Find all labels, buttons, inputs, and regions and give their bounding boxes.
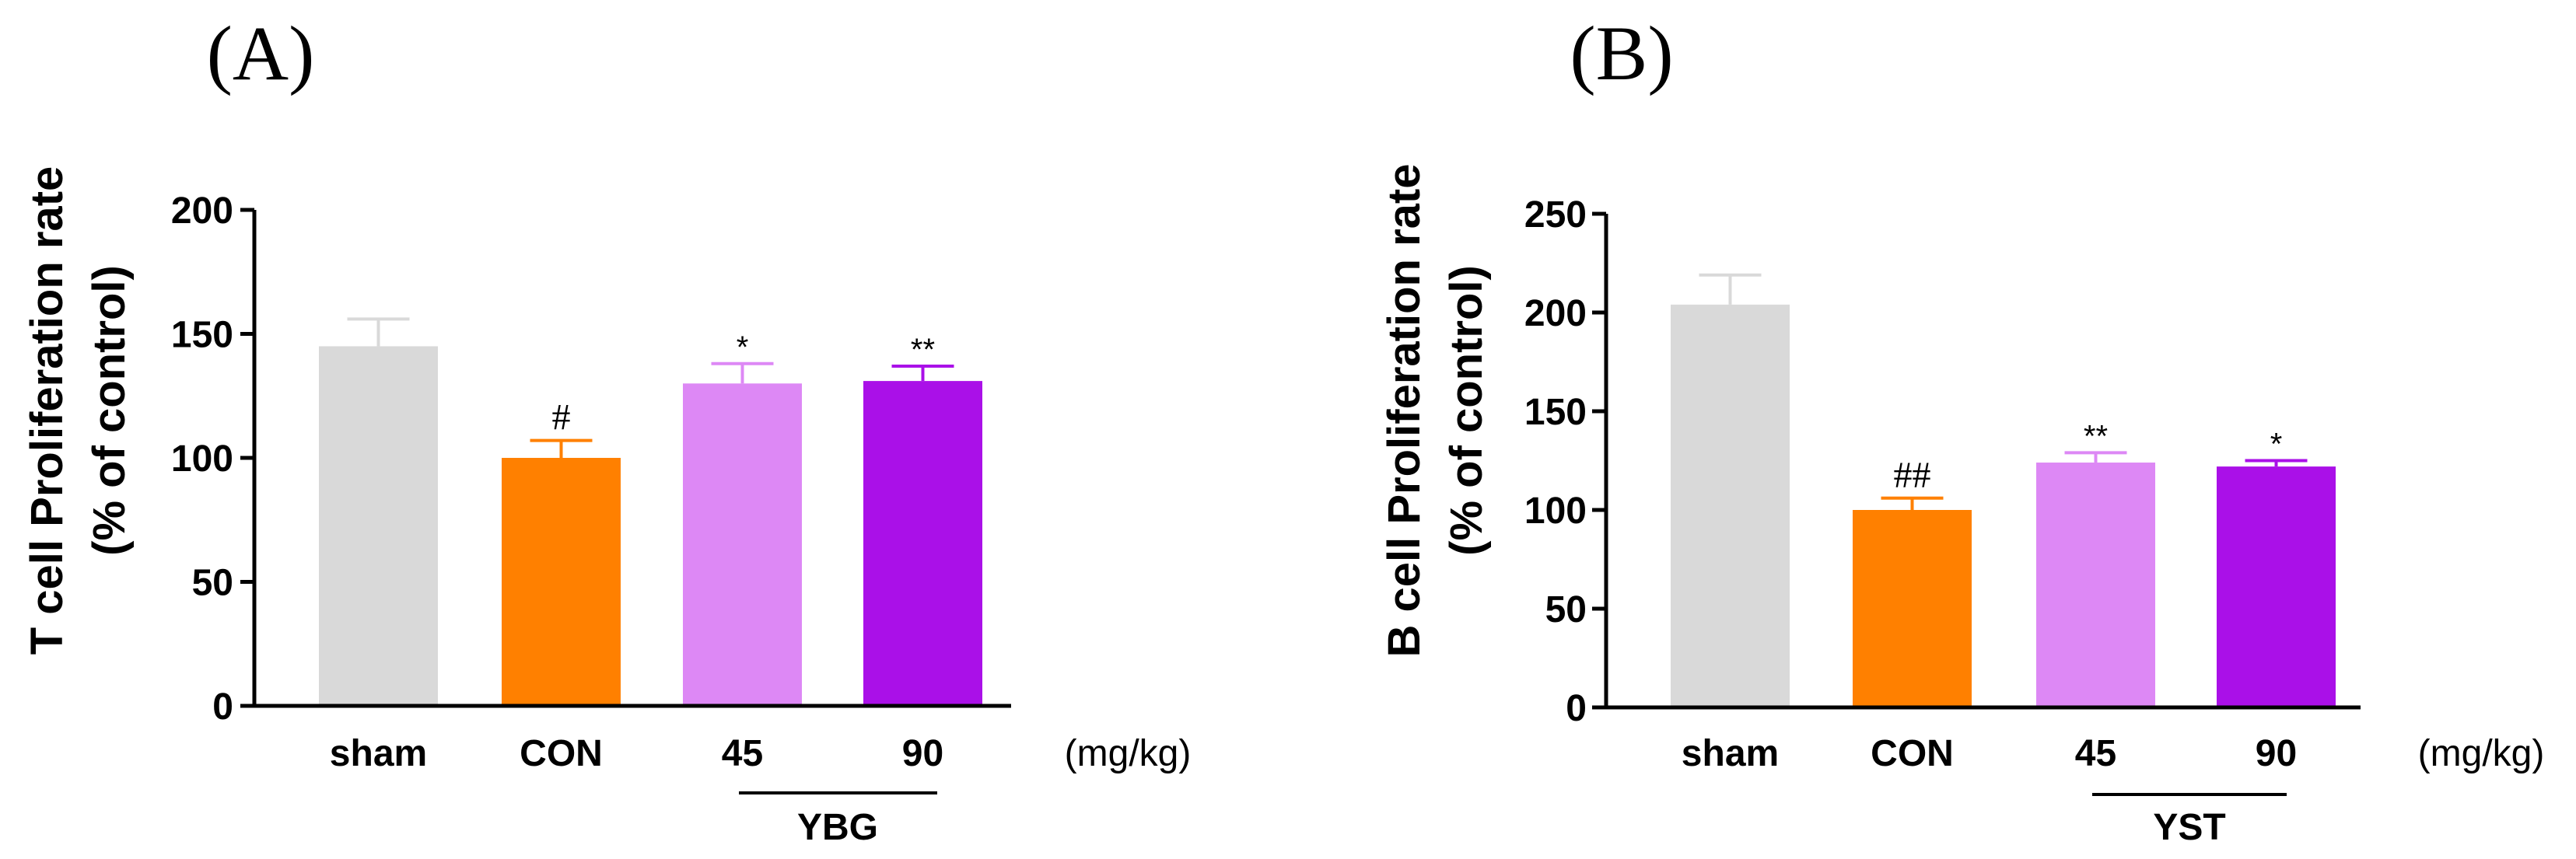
panel-a-ylabel-line1: T cell Proliferation rate <box>22 166 72 655</box>
y-tick-label: 150 <box>171 315 233 356</box>
y-tick-label: 50 <box>192 563 233 604</box>
y-tick-label: 100 <box>171 438 233 480</box>
y-tick-label: 150 <box>1524 392 1587 433</box>
bar-sham <box>1671 304 1790 708</box>
y-tick-label: 250 <box>1524 194 1587 236</box>
panel-a-label: (A) <box>207 10 315 96</box>
bar-CON <box>502 458 621 706</box>
category-label: 90 <box>2256 733 2297 774</box>
panel-b-label: (B) <box>1570 10 1673 96</box>
significance-mark: * <box>737 330 749 365</box>
category-label: CON <box>1871 733 1954 774</box>
category-label: sham <box>330 733 427 774</box>
category-label: CON <box>520 733 603 774</box>
category-label: 90 <box>902 733 943 774</box>
panel-a: (A) T cell Proliferation rate (% of cont… <box>22 10 1191 848</box>
panel-b-group-label: YST <box>2153 807 2225 848</box>
panel-b-ylabel-line1: B cell Proliferation rate <box>1379 164 1430 658</box>
panel-a-categories: sham CON 45 90 <box>330 733 943 774</box>
y-tick-label: 100 <box>1524 491 1587 532</box>
y-tick-label: 0 <box>212 686 233 728</box>
significance-mark: ** <box>2084 419 2108 453</box>
bar-90 <box>2217 466 2336 707</box>
panel-a-y-ticks: 0 50 100 150 200 <box>171 190 254 728</box>
bar-45 <box>683 383 802 706</box>
panel-b-categories: sham CON 45 90 <box>1682 733 2297 774</box>
category-label: 45 <box>2075 733 2116 774</box>
panel-b-bars: ##** * <box>1671 273 2336 708</box>
panel-a-y-axis <box>252 210 1011 708</box>
category-label: 45 <box>722 733 763 774</box>
y-tick-label: 200 <box>1524 293 1587 334</box>
y-tick-label: 50 <box>1545 589 1587 630</box>
bar-CON <box>1853 510 1972 707</box>
significance-mark: # <box>552 397 571 438</box>
panel-a-bars: #* ** <box>319 317 982 706</box>
category-label: sham <box>1682 733 1779 774</box>
panel-a-ylabel-line2: (% of control) <box>84 265 135 556</box>
significance-mark: * <box>2270 428 2283 462</box>
bar-sham <box>319 346 438 706</box>
bar-90 <box>863 381 982 706</box>
y-tick-label: 0 <box>1566 688 1587 729</box>
significance-mark: ** <box>911 333 935 367</box>
y-tick-label: 200 <box>171 190 233 232</box>
panel-b-ylabel-line2: (% of control) <box>1441 265 1492 556</box>
bar-45 <box>2036 463 2155 707</box>
panel-a-group-label: YBG <box>797 807 878 848</box>
panel-b-y-axis <box>1604 214 2361 710</box>
panel-a-unit-label: (mg/kg) <box>1065 733 1192 774</box>
panel-b-unit-label: (mg/kg) <box>2418 733 2545 774</box>
panel-b-y-ticks: 0 50 100 150 200 250 <box>1524 194 1606 729</box>
panel-b: (B) B cell Proliferation rate (% of cont… <box>1379 10 2544 848</box>
significance-mark: ## <box>1894 455 1931 496</box>
